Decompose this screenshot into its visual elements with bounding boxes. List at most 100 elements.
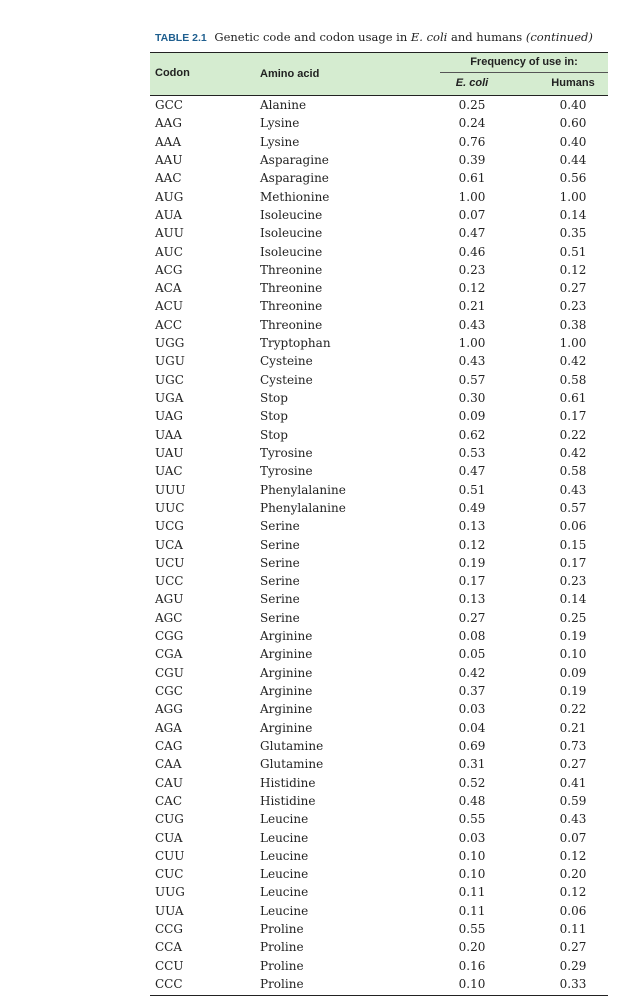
table-row: ACC Threonine 0.43 0.38 <box>150 316 608 334</box>
ecoli-frequency-cell: 0.57 <box>458 372 486 387</box>
codon-cell: CGC <box>155 684 183 698</box>
human-frequency-cell: 0.14 <box>559 592 587 607</box>
table-row: CUU Leucine 0.10 0.12 <box>150 847 608 865</box>
amino-acid-cell: Serine <box>260 537 300 552</box>
codon-cell: CAA <box>155 757 182 772</box>
table-row: AUG Methionine 1.00 1.00 <box>150 188 608 206</box>
ecoli-frequency-cell: 0.39 <box>458 152 486 167</box>
amino-acid-cell: Histidine <box>260 775 316 790</box>
ecoli-frequency-cell: 0.51 <box>458 482 486 497</box>
codon-cell: UCG <box>155 519 184 534</box>
header-ecoli: E. coli <box>455 77 489 89</box>
ecoli-frequency-cell: 0.47 <box>458 226 486 241</box>
amino-acid-cell: Cysteine <box>260 354 313 369</box>
header-codon: Codon <box>155 67 190 79</box>
table-row: AAG Lysine 0.24 0.60 <box>150 114 608 132</box>
codon-cell: UAU <box>155 445 184 460</box>
table-row: CUG Leucine 0.55 0.43 <box>150 810 608 828</box>
amino-acid-cell: Asparagine <box>260 171 329 186</box>
human-frequency-cell: 0.19 <box>559 684 587 698</box>
amino-acid-cell: Isoleucine <box>260 226 323 241</box>
table-row: UAA Stop 0.62 0.22 <box>150 426 608 444</box>
codon-cell: CAU <box>155 775 183 790</box>
ecoli-frequency-cell: 0.42 <box>458 665 486 680</box>
codon-cell: AGU <box>155 592 184 607</box>
ecoli-frequency-cell: 0.69 <box>458 738 486 753</box>
table-row: CGC Arginine 0.37 0.19 <box>150 682 608 700</box>
human-frequency-cell: 0.12 <box>559 885 587 900</box>
amino-acid-cell: Glutamine <box>260 738 324 753</box>
table-row: UGU Cysteine 0.43 0.42 <box>150 352 608 370</box>
ecoli-frequency-cell: 0.61 <box>458 171 486 186</box>
table-row: AGU Serine 0.13 0.14 <box>150 590 608 608</box>
table-label: TABLE 2.1 <box>155 32 207 44</box>
table-row: UGA Stop 0.30 0.61 <box>150 389 608 407</box>
table-body: GCC Alanine 0.25 0.40 AAG Lysine 0.24 0.60 AAA Ly… <box>150 96 608 993</box>
human-frequency-cell: 0.12 <box>559 262 587 277</box>
codon-cell: CUG <box>155 812 184 827</box>
amino-acid-cell: Glutamine <box>260 757 324 772</box>
caption-continued: (continued) <box>525 30 593 44</box>
codon-cell: UUC <box>155 500 185 515</box>
table-row: CUC Leucine 0.10 0.20 <box>150 865 608 883</box>
codon-cell: CAC <box>155 793 183 808</box>
human-frequency-cell: 0.10 <box>559 647 587 662</box>
table-header: Codon Amino acid Frequency of use in: E.… <box>150 52 608 96</box>
table-row: AAC Asparagine 0.61 0.56 <box>150 169 608 187</box>
human-frequency-cell: 0.09 <box>559 665 587 680</box>
human-frequency-cell: 0.58 <box>559 372 587 387</box>
human-frequency-cell: 1.00 <box>559 189 587 204</box>
ecoli-frequency-cell: 0.19 <box>458 555 486 570</box>
table-row: CCG Proline 0.55 0.11 <box>150 920 608 938</box>
amino-acid-cell: Stop <box>260 409 288 424</box>
codon-cell: UAG <box>155 409 183 424</box>
table-row: AGC Serine 0.27 0.25 <box>150 609 608 627</box>
codon-cell: UGC <box>155 372 184 387</box>
codon-cell: CUC <box>155 867 184 882</box>
table-row: AAA Lysine 0.76 0.40 <box>150 133 608 151</box>
table-row: CCA Proline 0.20 0.27 <box>150 938 608 956</box>
amino-acid-cell: Serine <box>260 519 300 534</box>
amino-acid-cell: Threonine <box>260 299 323 314</box>
header-frequency: Frequency of use in: <box>470 56 578 68</box>
amino-acid-cell: Tyrosine <box>260 445 313 460</box>
amino-acid-cell: Leucine <box>260 867 309 882</box>
table-row: UAU Tyrosine 0.53 0.42 <box>150 444 608 462</box>
table-row: UCA Serine 0.12 0.15 <box>150 536 608 554</box>
ecoli-frequency-cell: 0.03 <box>458 702 486 717</box>
table-row: UAG Stop 0.09 0.17 <box>150 407 608 425</box>
amino-acid-cell: Leucine <box>260 812 309 827</box>
amino-acid-cell: Tryptophan <box>260 336 331 351</box>
table-row: AAU Asparagine 0.39 0.44 <box>150 151 608 169</box>
codon-cell: ACC <box>155 317 183 332</box>
caption-text-after: and humans <box>451 30 523 44</box>
codon-cell: UAC <box>155 464 183 479</box>
ecoli-frequency-cell: 0.10 <box>458 867 486 882</box>
ecoli-frequency-cell: 0.49 <box>458 500 486 515</box>
table-row: CGG Arginine 0.08 0.19 <box>150 627 608 645</box>
amino-acid-cell: Serine <box>260 555 300 570</box>
codon-cell: UGU <box>155 354 185 369</box>
amino-acid-cell: Arginine <box>260 684 313 698</box>
caption-text: Genetic code and codon usage in <box>214 30 408 44</box>
codon-cell: UCA <box>155 537 183 552</box>
ecoli-frequency-cell: 0.48 <box>458 793 486 808</box>
human-frequency-cell: 0.15 <box>559 537 587 552</box>
ecoli-frequency-cell: 0.24 <box>458 116 486 131</box>
human-frequency-cell: 0.44 <box>559 152 587 167</box>
ecoli-frequency-cell: 0.37 <box>458 684 486 698</box>
ecoli-frequency-cell: 0.25 <box>458 98 486 112</box>
codon-cell: UUA <box>155 903 184 918</box>
codon-cell: CCU <box>155 958 184 973</box>
amino-acid-cell: Arginine <box>260 647 313 662</box>
human-frequency-cell: 0.27 <box>559 281 587 296</box>
amino-acid-cell: Threonine <box>260 317 323 332</box>
table-row: UUG Leucine 0.11 0.12 <box>150 883 608 901</box>
table-row: GCC Alanine 0.25 0.40 <box>150 96 608 114</box>
amino-acid-cell: Stop <box>260 391 288 405</box>
amino-acid-cell: Serine <box>260 574 300 589</box>
codon-cell: AAC <box>155 171 182 186</box>
table-row: CGU Arginine 0.42 0.09 <box>150 664 608 682</box>
table-row: UCC Serine 0.17 0.23 <box>150 572 608 590</box>
codon-cell: AGA <box>155 720 182 735</box>
